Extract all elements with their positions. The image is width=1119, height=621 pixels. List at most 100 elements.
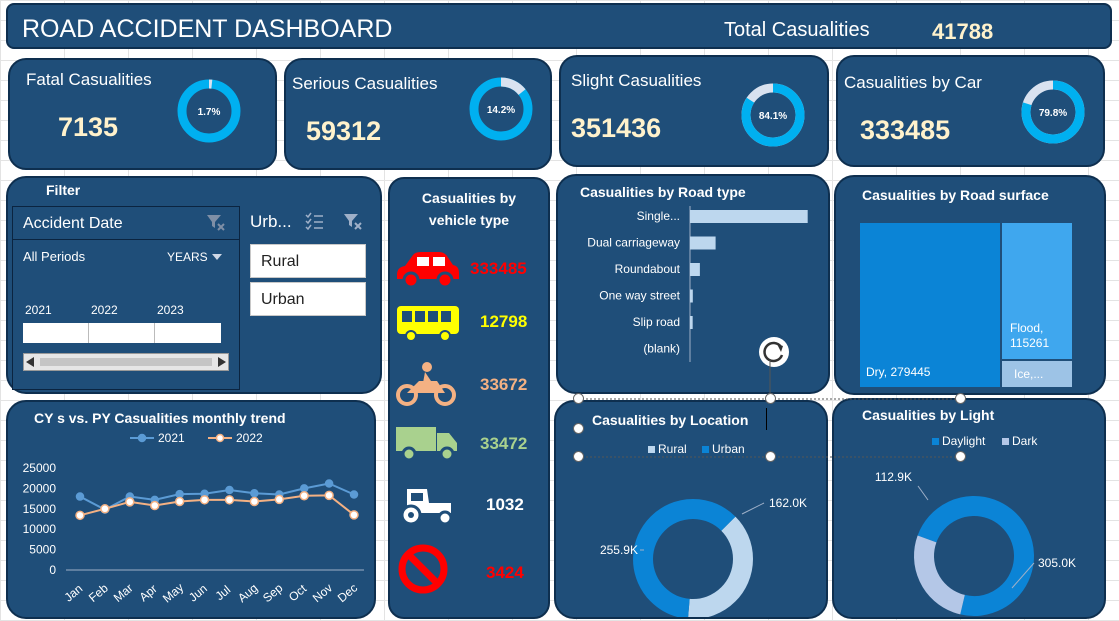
- vehicle-title-line2: vehicle type: [428, 212, 510, 228]
- vehicle-title-line1: Casualities by: [421, 190, 517, 206]
- series-point[interactable]: [250, 489, 259, 498]
- x-tick-label: Jan: [62, 581, 86, 604]
- accident-date-timeline[interactable]: Accident Date All Periods YEARS 2021 202…: [12, 206, 240, 390]
- treemap-dry[interactable]: Dry, 279445: [860, 223, 1000, 387]
- vehicle-bus-value: 12798: [480, 312, 528, 331]
- series-point[interactable]: [175, 489, 184, 499]
- kpi-fatal-label: Fatal Casualities: [26, 70, 152, 89]
- donut-data-label: 162.0K: [769, 496, 807, 510]
- x-tick-label: Dec: [335, 581, 360, 605]
- donut-slice[interactable]: [622, 488, 763, 617]
- scroll-left-icon[interactable]: [26, 357, 34, 367]
- series-line: [79, 494, 355, 517]
- leader-line: [917, 485, 929, 501]
- slicer-item-rural[interactable]: Rural: [250, 244, 366, 278]
- series-point[interactable]: [225, 485, 234, 495]
- kpi-slight-donut: 84.1%: [741, 83, 805, 147]
- road-surface-title: Casualities by Road surface: [862, 187, 1049, 203]
- chevron-down-icon[interactable]: [212, 254, 222, 260]
- road-type-bar[interactable]: [690, 316, 693, 329]
- series-point[interactable]: [274, 494, 285, 505]
- filter-panel: Filter Accident Date All Periods YEARS 2…: [6, 176, 382, 394]
- slicer-item-urban[interactable]: Urban: [250, 282, 366, 316]
- light-donut: 305.0K 112.9K: [875, 470, 1076, 617]
- resize-handle[interactable]: [573, 423, 584, 434]
- y-tick-label: 20000: [23, 481, 57, 495]
- series-point[interactable]: [324, 490, 334, 501]
- refresh-icon[interactable]: [756, 334, 792, 370]
- legend-series-name: 2021: [158, 431, 185, 445]
- kpi-serious[interactable]: Serious Casualities 59312 14.2%: [284, 58, 552, 170]
- timeline-scrollbar[interactable]: [23, 353, 229, 371]
- series-point[interactable]: [100, 504, 110, 514]
- timeline-level-select[interactable]: YEARS: [167, 250, 208, 264]
- vehicle-type-title: Casualities by vehicle type: [390, 187, 548, 231]
- vehicle-other-value: 3424: [486, 563, 524, 582]
- leader-line: [1011, 562, 1035, 589]
- clear-filter-icon[interactable]: [205, 213, 227, 231]
- road-type-category: Dual carriageway: [587, 236, 680, 250]
- clear-filter-icon[interactable]: [342, 212, 364, 230]
- kpi-slight[interactable]: Slight Casualities 351436 84.1%: [559, 55, 829, 167]
- timeline-tick: [88, 323, 89, 343]
- x-tick-label: Nov: [310, 581, 335, 605]
- road-type-bar[interactable]: [690, 210, 808, 223]
- series-point[interactable]: [324, 479, 334, 488]
- resize-handle[interactable]: [955, 393, 966, 404]
- kpi-slight-pct: 84.1%: [759, 111, 787, 122]
- series-point[interactable]: [299, 484, 309, 493]
- no-entry-icon: [398, 544, 448, 594]
- road-type-bar[interactable]: [690, 289, 693, 303]
- series-point[interactable]: [149, 500, 160, 511]
- series-point[interactable]: [199, 495, 210, 505]
- bus-icon: [397, 306, 459, 342]
- treemap-dry-label: Dry, 279445: [866, 365, 931, 379]
- resize-handle[interactable]: [573, 451, 584, 462]
- road-type-category: (blank): [643, 342, 680, 356]
- multi-select-icon[interactable]: [304, 212, 324, 230]
- scrollbar-thumb[interactable]: [40, 358, 212, 366]
- donut-arc: [1021, 80, 1085, 144]
- road-type-bar[interactable]: [690, 263, 700, 276]
- y-tick-label: 5000: [29, 543, 56, 557]
- kpi-fatal-value: 7135: [58, 112, 119, 142]
- kpi-car-donut: 79.8%: [1021, 80, 1085, 144]
- x-tick-label: Jun: [186, 581, 210, 604]
- resize-handle[interactable]: [765, 393, 776, 404]
- road-type-category: Slip road: [633, 315, 680, 329]
- series-point[interactable]: [125, 497, 135, 507]
- kpi-car-label: Casualities by Car: [844, 73, 982, 92]
- series-point[interactable]: [224, 495, 235, 505]
- series-point[interactable]: [75, 510, 85, 521]
- vehicle-tractor-value: 1032: [486, 495, 524, 514]
- series-point[interactable]: [174, 496, 185, 507]
- scroll-right-icon[interactable]: [218, 357, 226, 367]
- series-point[interactable]: [349, 510, 359, 520]
- treemap-flood[interactable]: Flood, 115261: [1002, 223, 1072, 359]
- road-type-bar[interactable]: [690, 236, 716, 250]
- donut-arc: [741, 83, 805, 147]
- urban-slicer-title: Urb...: [250, 212, 292, 231]
- donut-slice[interactable]: [910, 492, 1038, 617]
- y-tick-label: 0: [49, 563, 56, 577]
- total-casualities-label: Total Casualities: [724, 19, 870, 41]
- monthly-trend-panel: CY s vs. PY Casualities monthly trend 25…: [6, 400, 376, 619]
- tractor-icon: [400, 489, 453, 526]
- dashboard-title: ROAD ACCIDENT DASHBOARD: [22, 15, 393, 43]
- treemap-ice[interactable]: Ice,...: [1002, 361, 1072, 387]
- series-point[interactable]: [249, 496, 260, 507]
- road-type-panel: Casualities by Road type Single... Dual c…: [556, 174, 830, 394]
- kpi-fatal[interactable]: Fatal Casualities 7135 1.7%: [8, 58, 277, 170]
- timeline-bar[interactable]: [23, 323, 221, 343]
- resize-handle[interactable]: [573, 393, 584, 404]
- road-type-title: Casualities by Road type: [580, 184, 746, 200]
- series-point[interactable]: [349, 490, 359, 499]
- resize-handle[interactable]: [955, 451, 966, 462]
- series-point[interactable]: [75, 492, 85, 501]
- y-tick-label: 25000: [23, 461, 57, 475]
- series-point[interactable]: [299, 490, 309, 501]
- resize-handle[interactable]: [765, 451, 776, 462]
- timeline-divider: [13, 239, 239, 240]
- x-tick-label: May: [160, 580, 186, 605]
- kpi-car[interactable]: Casualities by Car 333485 79.8%: [836, 55, 1105, 167]
